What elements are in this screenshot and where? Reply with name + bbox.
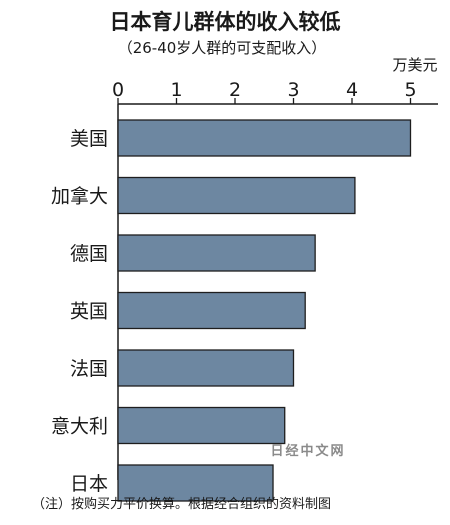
bar [117,464,274,502]
category-label: 日本 [70,473,108,495]
x-tick-label: 4 [346,79,358,101]
x-tick-label: 3 [287,79,299,101]
bar [117,234,316,272]
category-label: 加拿大 [51,185,108,208]
unit-label: 万美元 [392,56,437,74]
bar [117,291,306,330]
watermark-text: 日经中文网 [270,443,345,459]
bar [117,176,356,215]
chart-title: 日本育儿群体的收入较低 [110,10,341,34]
x-tick-label: 0 [112,79,124,101]
x-tick-label: 2 [229,79,241,101]
category-label: 意大利 [51,416,108,438]
source-note: （注）按购买力平价换算。根据经合组织的资料制图 [32,496,331,512]
x-tick-label: 5 [404,79,416,101]
bar [117,119,412,157]
chart-subtitle: （26-40岁人群的可支配收入） [118,39,327,57]
category-label: 英国 [70,301,108,323]
category-label: 德国 [70,243,108,265]
category-label: 法国 [70,358,108,380]
x-tick-label: 1 [170,79,182,101]
bar [117,349,295,387]
bars-group [117,119,412,502]
category-label: 美国 [70,128,108,150]
x-axis-ticks: 0 1 2 3 4 5 [112,79,417,104]
bar [117,406,286,445]
